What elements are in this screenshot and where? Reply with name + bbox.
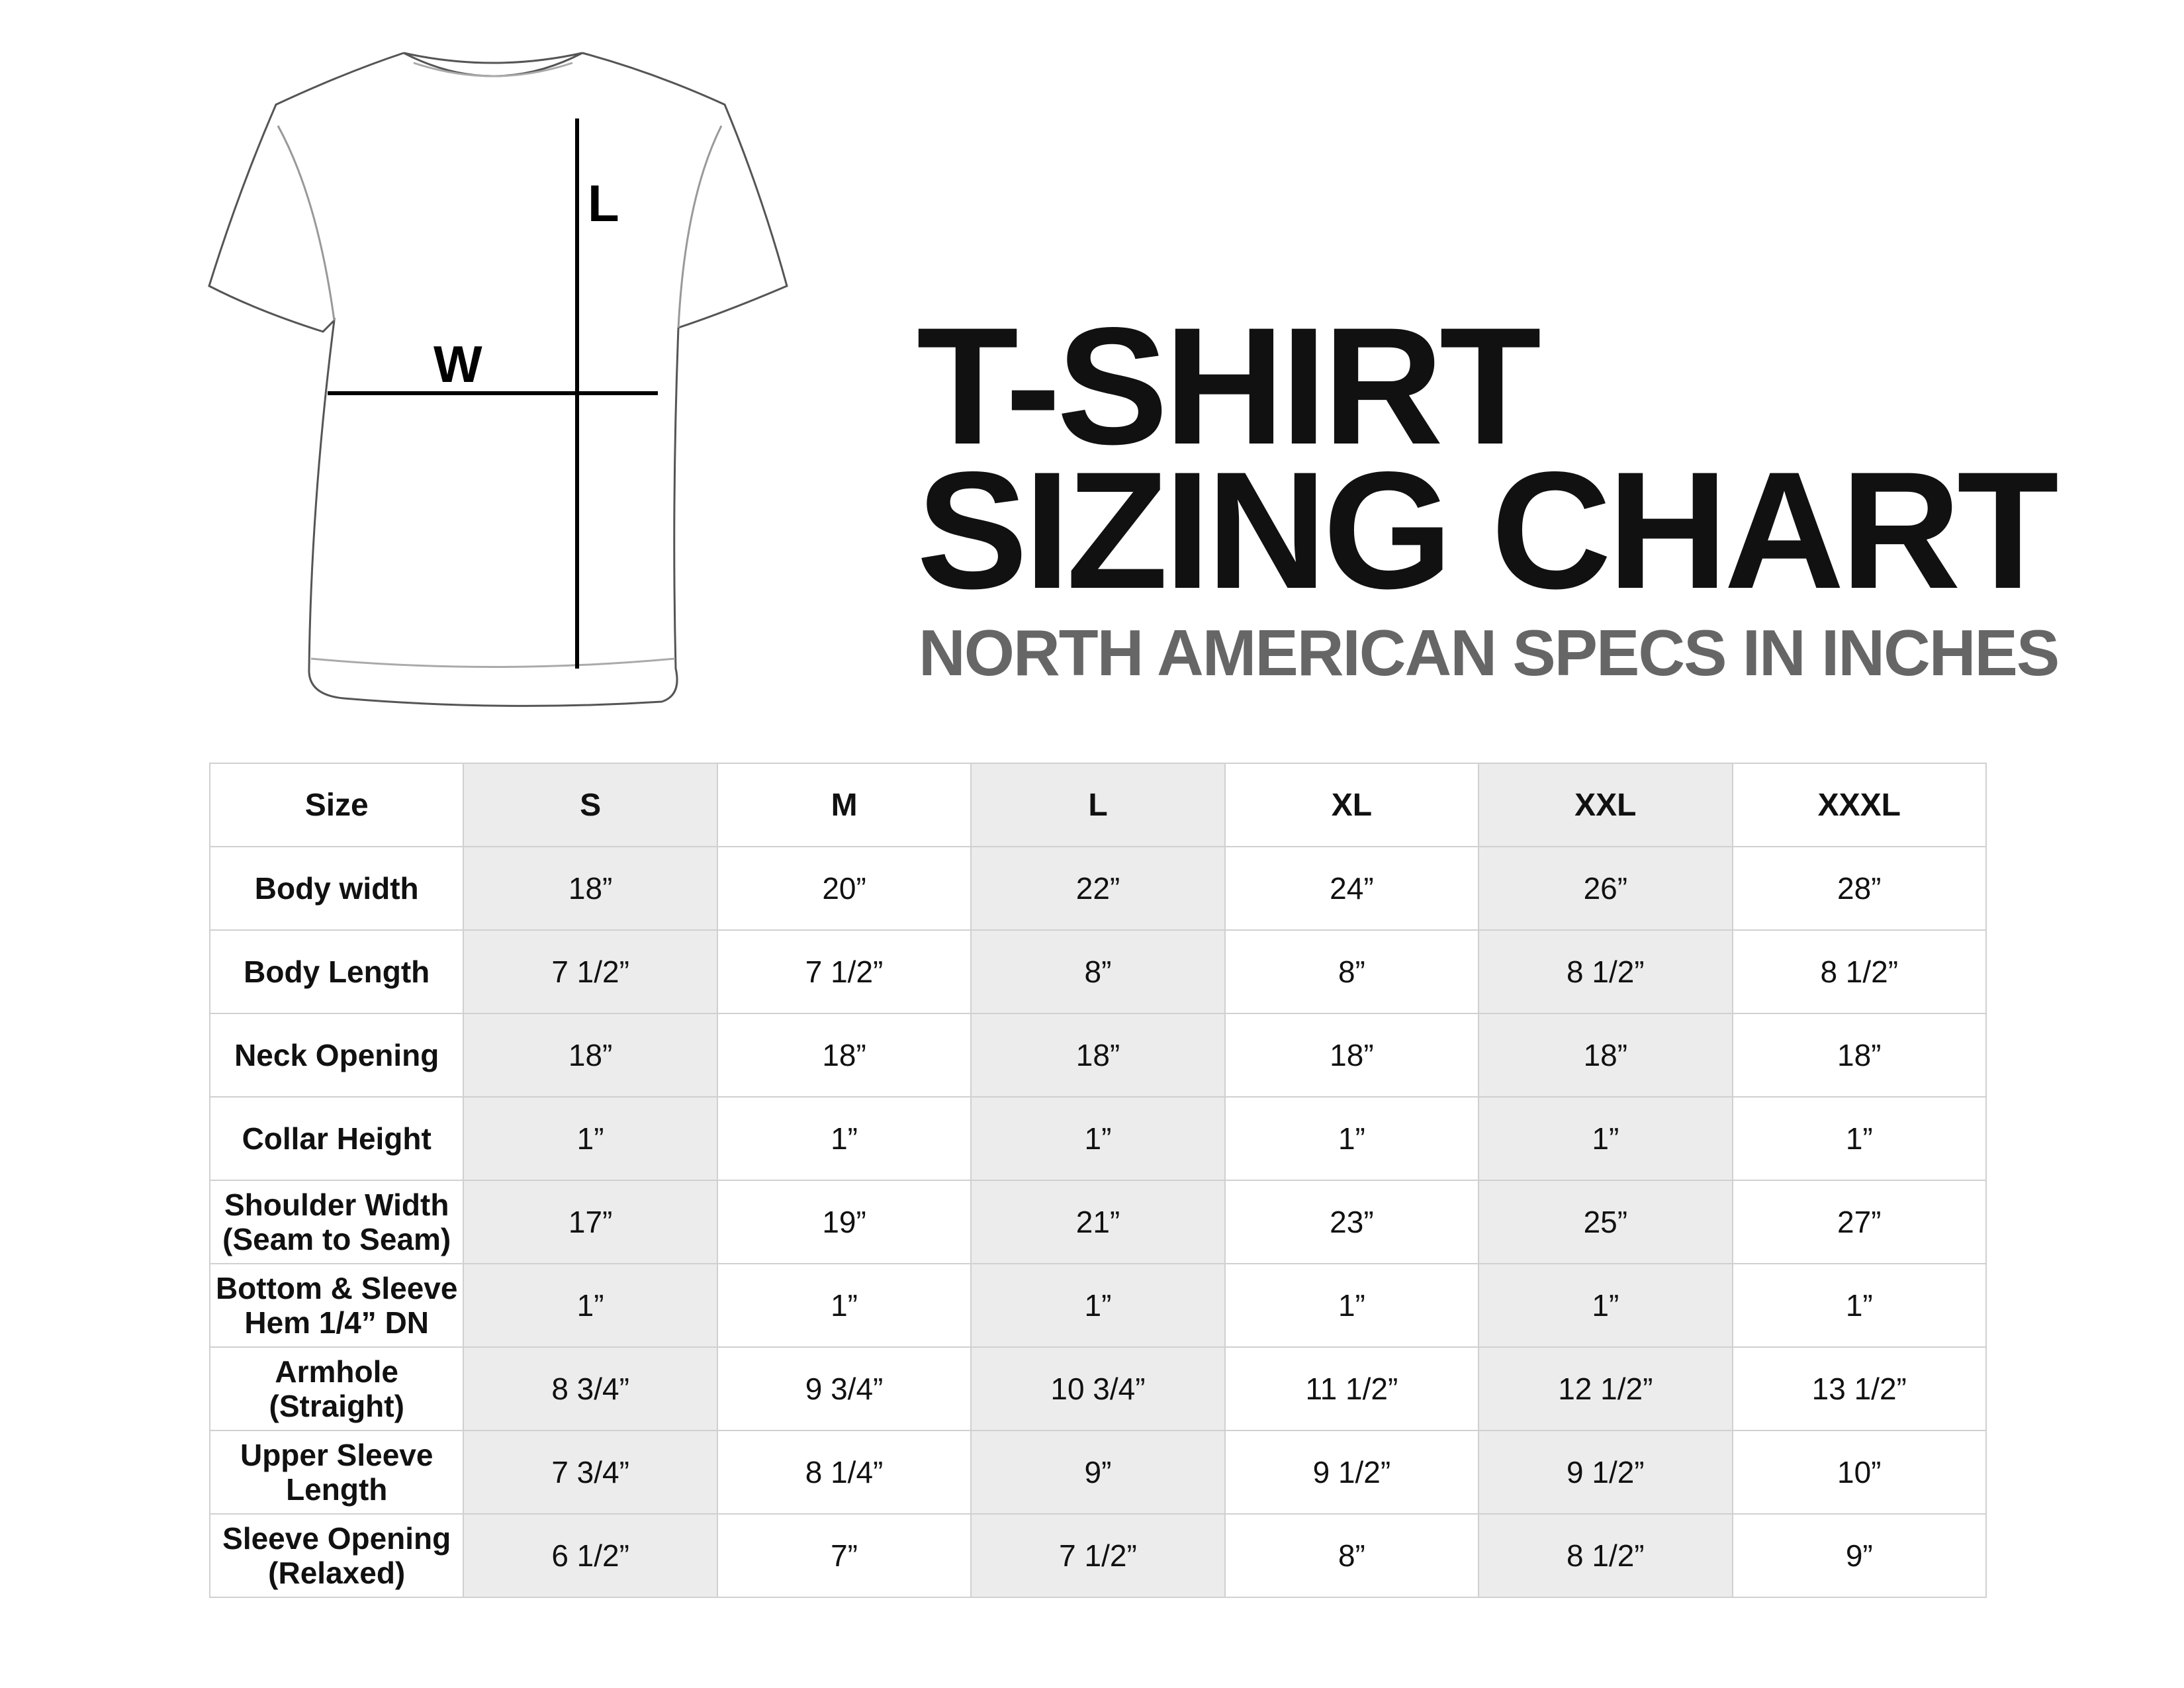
size-value-cell: 28” (1731, 846, 1987, 931)
width-label: W (433, 335, 482, 393)
size-value-cell: 6 1/2” (463, 1513, 718, 1598)
size-value-cell: 9” (970, 1430, 1226, 1515)
table-row: Collar Height 1” 1” 1” 1” 1” 1” (208, 1096, 1987, 1181)
row-label: Armhole (Straight) (208, 1346, 465, 1431)
tshirt-diagram (208, 52, 788, 707)
size-value-cell: 17” (463, 1180, 718, 1264)
size-value-cell: 8 1/2” (1478, 929, 1733, 1014)
row-label: Sleeve Opening (Relaxed) (208, 1513, 465, 1598)
table-row: Neck Opening 18” 18” 18” 18” 18” 18” (208, 1013, 1987, 1098)
size-value-cell: 1” (716, 1096, 972, 1181)
size-value-cell: 18” (716, 1013, 972, 1098)
size-value-cell: 23” (1224, 1180, 1480, 1264)
row-label: Shoulder Width (Seam to Seam) (208, 1180, 465, 1264)
header-size: S (463, 763, 718, 847)
row-label: Collar Height (208, 1096, 465, 1181)
header-size-label: Size (208, 763, 465, 847)
size-value-cell: 19” (716, 1180, 972, 1264)
size-value-cell: 1” (1731, 1096, 1987, 1181)
size-value-cell: 8” (1224, 929, 1480, 1014)
size-value-cell: 12 1/2” (1478, 1346, 1733, 1431)
size-value-cell: 8” (1224, 1513, 1480, 1598)
size-value-cell: 21” (970, 1180, 1226, 1264)
size-value-cell: 7 1/2” (463, 929, 718, 1014)
size-value-cell: 25” (1478, 1180, 1733, 1264)
size-value-cell: 10 3/4” (970, 1346, 1226, 1431)
page-title: T-SHIRT SIZING CHART (917, 293, 2059, 624)
header-size: XL (1224, 763, 1480, 847)
size-value-cell: 7 1/2” (970, 1513, 1226, 1598)
subtitle: NORTH AMERICAN SPECS IN INCHES (919, 616, 2060, 689)
size-value-cell: 20” (716, 846, 972, 931)
size-value-cell: 8 1/4” (716, 1430, 972, 1515)
row-label: Upper Sleeve Length (208, 1430, 465, 1515)
size-value-cell: 18” (463, 846, 718, 931)
size-value-cell: 22” (970, 846, 1226, 931)
size-value-cell: 1” (1224, 1263, 1480, 1348)
title-line-1: T-SHIRT (917, 293, 1541, 479)
size-value-cell: 1” (970, 1263, 1226, 1348)
table-row: Bottom & Sleeve Hem 1/4” DN 1” 1” 1” 1” 1” 1” (208, 1263, 1987, 1348)
size-value-cell: 10” (1731, 1430, 1987, 1515)
size-value-cell: 7 3/4” (463, 1430, 718, 1515)
size-value-cell: 1” (1224, 1096, 1480, 1181)
title-line-2: SIZING CHART (917, 438, 2059, 624)
row-label: Body Length (208, 929, 465, 1014)
size-value-cell: 1” (463, 1096, 718, 1181)
size-value-cell: 1” (970, 1096, 1226, 1181)
size-value-cell: 1” (1731, 1263, 1987, 1348)
table-row: Shoulder Width (Seam to Seam) 17” 19” 21” 23”… (208, 1180, 1987, 1264)
size-value-cell: 1” (716, 1263, 972, 1348)
table-header-row: Size S M L XL XXL XXXL (208, 763, 1987, 847)
row-label: Bottom & Sleeve Hem 1/4” DN (208, 1263, 465, 1348)
size-value-cell: 8 3/4” (463, 1346, 718, 1431)
size-value-cell: 9 3/4” (716, 1346, 972, 1431)
header-size: XXL (1478, 763, 1733, 847)
table-row: Body Length 7 1/2” 7 1/2” 8” 8” 8 1/2” 8 1/2” (208, 929, 1987, 1014)
size-value-cell: 13 1/2” (1731, 1346, 1987, 1431)
length-label: L (588, 174, 619, 232)
sizing-table: Size S M L XL XXL XXXL Body width 18” 20” 2… (208, 763, 1987, 1598)
size-value-cell: 9” (1731, 1513, 1987, 1598)
size-value-cell: 18” (463, 1013, 718, 1098)
size-value-cell: 9 1/2” (1224, 1430, 1480, 1515)
header-size: L (970, 763, 1226, 847)
size-value-cell: 24” (1224, 846, 1480, 931)
header-size: M (716, 763, 972, 847)
table-row: Upper Sleeve Length 7 3/4” 8 1/4” 9” 9 1/2” 9 … (208, 1430, 1987, 1515)
size-value-cell: 8 1/2” (1731, 929, 1987, 1014)
size-value-cell: 1” (463, 1263, 718, 1348)
size-value-cell: 9 1/2” (1478, 1430, 1733, 1515)
size-value-cell: 18” (1731, 1013, 1987, 1098)
size-value-cell: 7” (716, 1513, 972, 1598)
size-value-cell: 11 1/2” (1224, 1346, 1480, 1431)
tshirt-outline (208, 52, 788, 707)
row-label: Body width (208, 846, 465, 931)
size-value-cell: 8 1/2” (1478, 1513, 1733, 1598)
size-value-cell: 18” (1224, 1013, 1480, 1098)
table-row: Armhole (Straight) 8 3/4” 9 3/4” 10 3/4” 11 1… (208, 1346, 1987, 1431)
size-value-cell: 26” (1478, 846, 1733, 931)
size-value-cell: 8” (970, 929, 1226, 1014)
size-value-cell: 18” (1478, 1013, 1733, 1098)
size-value-cell: 18” (970, 1013, 1226, 1098)
table-row: Body width 18” 20” 22” 24” 26” 28” (208, 846, 1987, 931)
size-value-cell: 27” (1731, 1180, 1987, 1264)
size-value-cell: 7 1/2” (716, 929, 972, 1014)
header-size: XXXL (1731, 763, 1987, 847)
table-row: Sleeve Opening (Relaxed) 6 1/2” 7” 7 1/2” 8” 8… (208, 1513, 1987, 1598)
size-value-cell: 1” (1478, 1263, 1733, 1348)
row-label: Neck Opening (208, 1013, 465, 1098)
size-value-cell: 1” (1478, 1096, 1733, 1181)
